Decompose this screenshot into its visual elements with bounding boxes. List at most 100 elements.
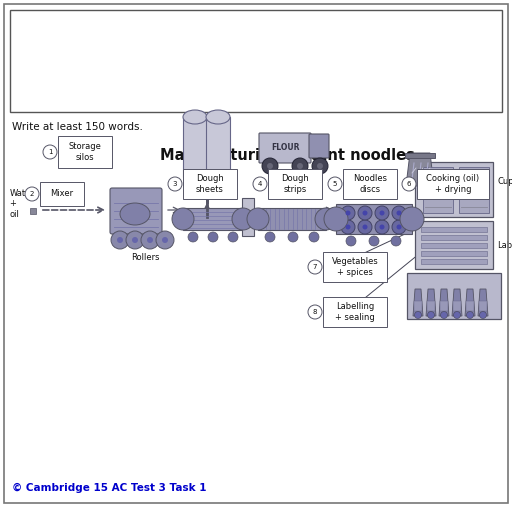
- FancyBboxPatch shape: [58, 136, 112, 168]
- Text: 6: 6: [407, 181, 411, 187]
- Polygon shape: [452, 289, 462, 316]
- Circle shape: [369, 236, 379, 246]
- Text: © Cambridge 15 AC Test 3 Task 1: © Cambridge 15 AC Test 3 Task 1: [12, 483, 206, 493]
- FancyBboxPatch shape: [206, 175, 230, 187]
- FancyBboxPatch shape: [336, 204, 412, 234]
- Text: Write at least 150 words.: Write at least 150 words.: [12, 122, 143, 132]
- Circle shape: [440, 311, 447, 318]
- Circle shape: [228, 232, 238, 242]
- FancyBboxPatch shape: [423, 167, 453, 213]
- FancyBboxPatch shape: [466, 301, 474, 311]
- FancyBboxPatch shape: [421, 251, 487, 256]
- Circle shape: [391, 236, 401, 246]
- Circle shape: [341, 206, 355, 220]
- FancyBboxPatch shape: [183, 208, 243, 230]
- FancyBboxPatch shape: [206, 117, 230, 177]
- FancyBboxPatch shape: [415, 221, 493, 269]
- FancyBboxPatch shape: [417, 169, 489, 199]
- Circle shape: [147, 237, 153, 243]
- FancyBboxPatch shape: [459, 167, 489, 213]
- FancyBboxPatch shape: [421, 227, 487, 232]
- Circle shape: [292, 158, 308, 174]
- Circle shape: [346, 210, 351, 215]
- FancyBboxPatch shape: [183, 169, 237, 199]
- Circle shape: [208, 232, 218, 242]
- Text: FLOUR: FLOUR: [271, 143, 299, 153]
- Circle shape: [358, 220, 372, 234]
- Circle shape: [379, 210, 385, 215]
- Circle shape: [188, 232, 198, 242]
- FancyBboxPatch shape: [414, 301, 422, 311]
- Text: Manufacturing instant noodles: Manufacturing instant noodles: [160, 148, 415, 163]
- Circle shape: [362, 210, 368, 215]
- FancyBboxPatch shape: [323, 297, 387, 327]
- FancyBboxPatch shape: [110, 188, 162, 234]
- Text: Labels: Labels: [497, 240, 512, 249]
- Circle shape: [346, 225, 351, 230]
- Ellipse shape: [120, 203, 150, 225]
- Circle shape: [480, 311, 486, 318]
- Circle shape: [309, 232, 319, 242]
- Text: Dough
sheets: Dough sheets: [196, 174, 224, 194]
- Circle shape: [308, 260, 322, 274]
- Text: Labelling
+ sealing: Labelling + sealing: [335, 302, 375, 322]
- Circle shape: [43, 145, 57, 159]
- Text: Cups: Cups: [497, 177, 512, 187]
- Circle shape: [267, 163, 273, 169]
- Circle shape: [288, 232, 298, 242]
- Circle shape: [315, 208, 337, 230]
- Text: Mixer: Mixer: [51, 190, 74, 199]
- Circle shape: [379, 225, 385, 230]
- Circle shape: [362, 225, 368, 230]
- Circle shape: [402, 177, 416, 191]
- Polygon shape: [439, 289, 449, 316]
- Circle shape: [297, 163, 303, 169]
- Circle shape: [312, 158, 328, 174]
- Text: 7: 7: [313, 264, 317, 270]
- Circle shape: [328, 177, 342, 191]
- FancyBboxPatch shape: [421, 235, 487, 240]
- FancyBboxPatch shape: [407, 273, 501, 319]
- FancyBboxPatch shape: [405, 153, 435, 158]
- Circle shape: [162, 237, 168, 243]
- FancyBboxPatch shape: [40, 182, 84, 206]
- Text: Noodles
discs: Noodles discs: [353, 174, 387, 194]
- Circle shape: [247, 208, 269, 230]
- Text: 8: 8: [313, 309, 317, 315]
- Circle shape: [466, 311, 474, 318]
- FancyBboxPatch shape: [323, 252, 387, 282]
- Circle shape: [232, 208, 254, 230]
- Text: Dough
strips: Dough strips: [281, 174, 309, 194]
- Circle shape: [172, 208, 194, 230]
- Text: 1: 1: [48, 149, 52, 155]
- Text: Vegetables
+ spices: Vegetables + spices: [332, 257, 378, 277]
- FancyBboxPatch shape: [183, 117, 207, 177]
- Text: Storage
silos: Storage silos: [69, 142, 101, 162]
- Circle shape: [262, 158, 278, 174]
- Circle shape: [308, 305, 322, 319]
- Circle shape: [168, 177, 182, 191]
- FancyBboxPatch shape: [479, 301, 487, 311]
- Circle shape: [392, 220, 406, 234]
- FancyBboxPatch shape: [343, 169, 397, 199]
- Polygon shape: [478, 289, 488, 316]
- Circle shape: [375, 206, 389, 220]
- Circle shape: [126, 231, 144, 249]
- Ellipse shape: [206, 110, 230, 124]
- Circle shape: [454, 311, 460, 318]
- Polygon shape: [426, 289, 436, 316]
- Circle shape: [253, 177, 267, 191]
- Circle shape: [358, 206, 372, 220]
- Circle shape: [132, 237, 138, 243]
- Circle shape: [117, 237, 123, 243]
- FancyBboxPatch shape: [259, 133, 311, 163]
- Circle shape: [341, 220, 355, 234]
- Text: Water
+
oil: Water + oil: [10, 189, 34, 219]
- Text: 3: 3: [173, 181, 177, 187]
- Polygon shape: [465, 289, 475, 316]
- Polygon shape: [413, 289, 423, 316]
- Circle shape: [317, 163, 323, 169]
- Circle shape: [265, 232, 275, 242]
- FancyBboxPatch shape: [10, 10, 502, 112]
- Circle shape: [111, 231, 129, 249]
